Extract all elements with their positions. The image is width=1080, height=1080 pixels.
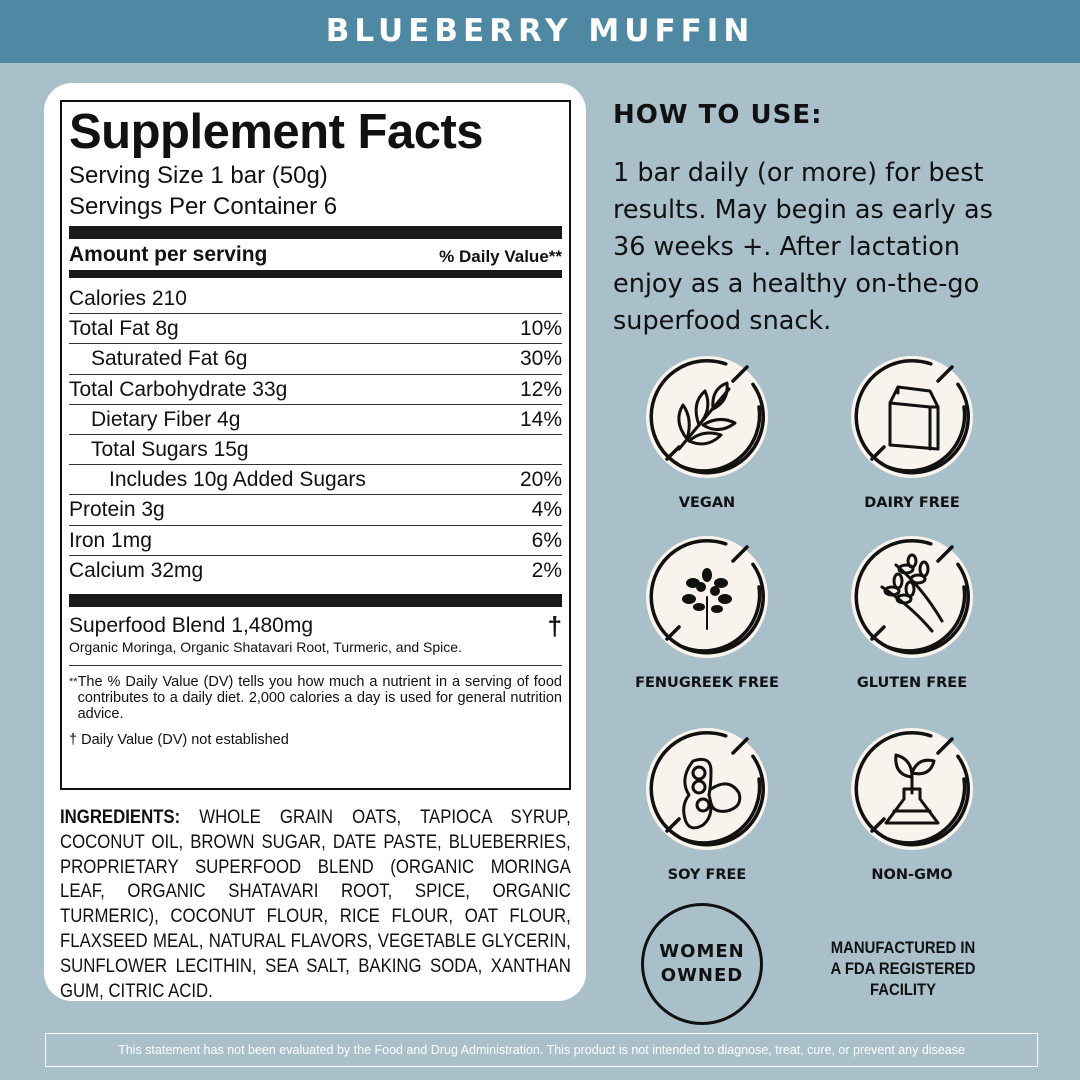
fda-line1: MANUFACTURED IN — [830, 939, 976, 957]
badge-label: SOY FREE — [667, 867, 747, 883]
badge-non-gmo: NON-GMO — [817, 727, 1007, 883]
nutrient-name: Total Carbohydrate 33g — [69, 377, 288, 401]
leaf-icon — [646, 356, 768, 478]
nutrient-row: Protein 3g 4% — [69, 495, 562, 526]
nutrient-name: Total Fat 8g — [69, 317, 179, 341]
nutrient-row: Total Fat 8g 10% — [69, 314, 562, 345]
nutrient-dv: 10% — [519, 317, 562, 341]
fda-line2: A FDA REGISTERED — [830, 960, 976, 978]
women-owned-line2: OWNED — [660, 965, 744, 986]
nutrient-row: Dietary Fiber 4g 14% — [69, 405, 562, 435]
badge-label: VEGAN — [678, 495, 736, 511]
dv-note: The % Daily Value (DV) tells you how muc… — [77, 673, 562, 722]
badge-label: FENUGREEK FREE — [635, 675, 779, 691]
blend-name: Superfood Blend 1,480mg — [69, 613, 314, 637]
nutrient-name: Includes 10g Added Sugars — [109, 468, 366, 492]
how-to-use-title: HOW TO USE: — [613, 100, 823, 130]
badge-soy-free: SOY FREE — [612, 727, 802, 883]
nutrient-row: Calcium 32mg 2% — [69, 556, 562, 586]
nutrient-name: Protein 3g — [69, 498, 165, 522]
nutrient-row: Total Carbohydrate 33g 12% — [69, 375, 562, 405]
ingredients-text: WHOLE GRAIN OATS, TAPIOCA SYRUP, COCONUT… — [60, 806, 571, 1002]
nutrient-name: Calcium 32mg — [69, 558, 204, 582]
product-title: BLUEBERRY MUFFIN — [0, 0, 1080, 63]
badge-dairy-free: DAIRY FREE — [817, 355, 1007, 511]
badge-vegan: VEGAN — [612, 355, 802, 511]
nutrient-dv: 20% — [519, 468, 562, 492]
serving-size: Serving Size 1 bar (50g) — [69, 162, 328, 189]
wheat-icon — [851, 536, 973, 658]
soybean-icon — [646, 728, 768, 850]
nutrient-row: Iron 1mg 6% — [69, 526, 562, 556]
nutrient-row: Saturated Fat 6g 30% — [69, 344, 562, 375]
flask-sprout-icon — [851, 728, 973, 850]
nutrient-name: Iron 1mg — [69, 528, 152, 552]
dv-mark: ** — [69, 675, 78, 688]
fenugreek-icon — [646, 536, 768, 658]
badge-fenugreek-free: FENUGREEK FREE — [612, 535, 802, 691]
divider — [69, 226, 562, 239]
women-owned-line1: WOMEN — [659, 941, 745, 962]
milk-carton-icon — [851, 356, 973, 478]
footnotes: ** The % Daily Value (DV) tells you how m… — [69, 664, 562, 748]
dagger-note: † Daily Value (DV) not established — [69, 731, 289, 748]
women-owned-badge: WOMEN OWNED — [641, 903, 763, 1025]
nutrient-dv: 4% — [531, 498, 562, 522]
badge-gluten-free: GLUTEN FREE — [817, 535, 1007, 691]
badge-label: GLUTEN FREE — [856, 675, 968, 691]
blend-mark: † — [547, 610, 562, 641]
fda-facility-note: MANUFACTURED IN A FDA REGISTERED FACILIT… — [818, 938, 989, 1001]
superfood-blend: Superfood Blend 1,480mg † Organic Moringa… — [69, 613, 562, 656]
nutrient-name: Total Sugars 15g — [91, 437, 249, 461]
fda-line3: FACILITY — [869, 981, 937, 999]
nutrient-dv: 12% — [519, 377, 562, 401]
nutrient-name: Dietary Fiber 4g — [91, 407, 241, 431]
amount-header: Amount per serving % Daily Value** — [69, 239, 562, 278]
badge-label: NON-GMO — [871, 867, 953, 883]
daily-value-header: % Daily Value** — [439, 247, 562, 266]
label-card: Supplement Facts Serving Size 1 bar (50g… — [44, 83, 586, 1003]
blend-ingredients: Organic Moringa, Organic Shatavari Root,… — [69, 638, 462, 655]
ingredients: INGREDIENTS: WHOLE GRAIN OATS, TAPIOCA S… — [60, 805, 571, 1003]
nutrient-row: Total Sugars 15g — [69, 435, 562, 466]
nutrient-dv: 6% — [531, 528, 562, 552]
nutrient-name: Calories 210 — [69, 287, 187, 310]
servings-per-container: Servings Per Container 6 — [69, 193, 338, 220]
nutrient-row: Calories 210 — [69, 284, 562, 315]
facts-title: Supplement Facts — [69, 105, 484, 159]
nutrient-row: Includes 10g Added Sugars 20% — [69, 465, 562, 496]
supplement-facts-panel: Supplement Facts Serving Size 1 bar (50g… — [60, 100, 571, 790]
badge-label: DAIRY FREE — [864, 495, 960, 511]
nutrient-dv: 14% — [519, 407, 562, 431]
fda-disclaimer: This statement has not been evaluated by… — [45, 1033, 1038, 1067]
ingredients-label: INGREDIENTS: — [60, 806, 181, 828]
divider — [69, 593, 562, 607]
nutrient-dv: 30% — [519, 347, 562, 371]
nutrient-name: Saturated Fat 6g — [91, 347, 248, 371]
nutrient-dv: 2% — [531, 558, 562, 582]
how-to-use-text: 1 bar daily (or more) for best results. … — [613, 158, 993, 336]
amount-per-serving: Amount per serving — [69, 243, 268, 266]
